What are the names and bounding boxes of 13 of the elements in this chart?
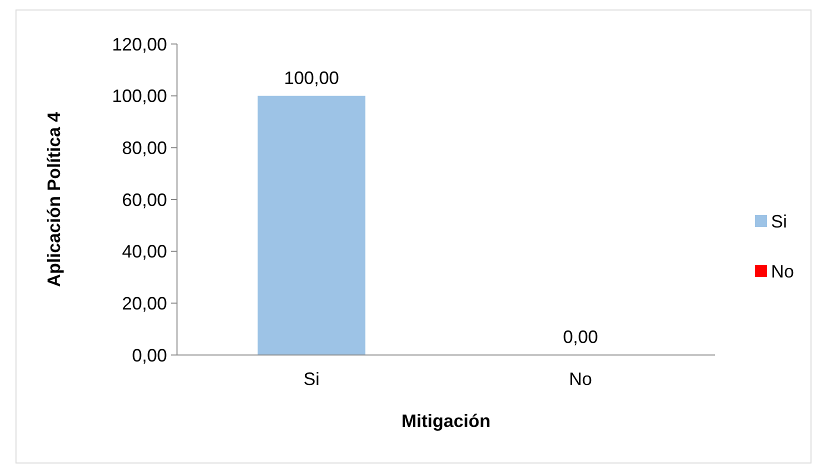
legend-label: No <box>771 261 794 282</box>
y-tick-label: 100,00 <box>112 86 167 106</box>
legend-label: Si <box>771 211 788 232</box>
y-tick-label: 60,00 <box>122 190 167 210</box>
y-tick-label: 40,00 <box>122 242 167 262</box>
x-axis-title: Mitigación <box>402 411 490 431</box>
y-tick-label: 20,00 <box>122 293 167 314</box>
y-tick-label: 0,00 <box>132 345 167 366</box>
data-label: 0,00 <box>562 327 598 347</box>
y-axis-title: Aplicación Política 4 <box>44 112 64 288</box>
y-tick-label: 120,00 <box>112 34 167 54</box>
y-tick-label: 80,00 <box>122 138 167 158</box>
data-label: 100,00 <box>284 68 340 88</box>
